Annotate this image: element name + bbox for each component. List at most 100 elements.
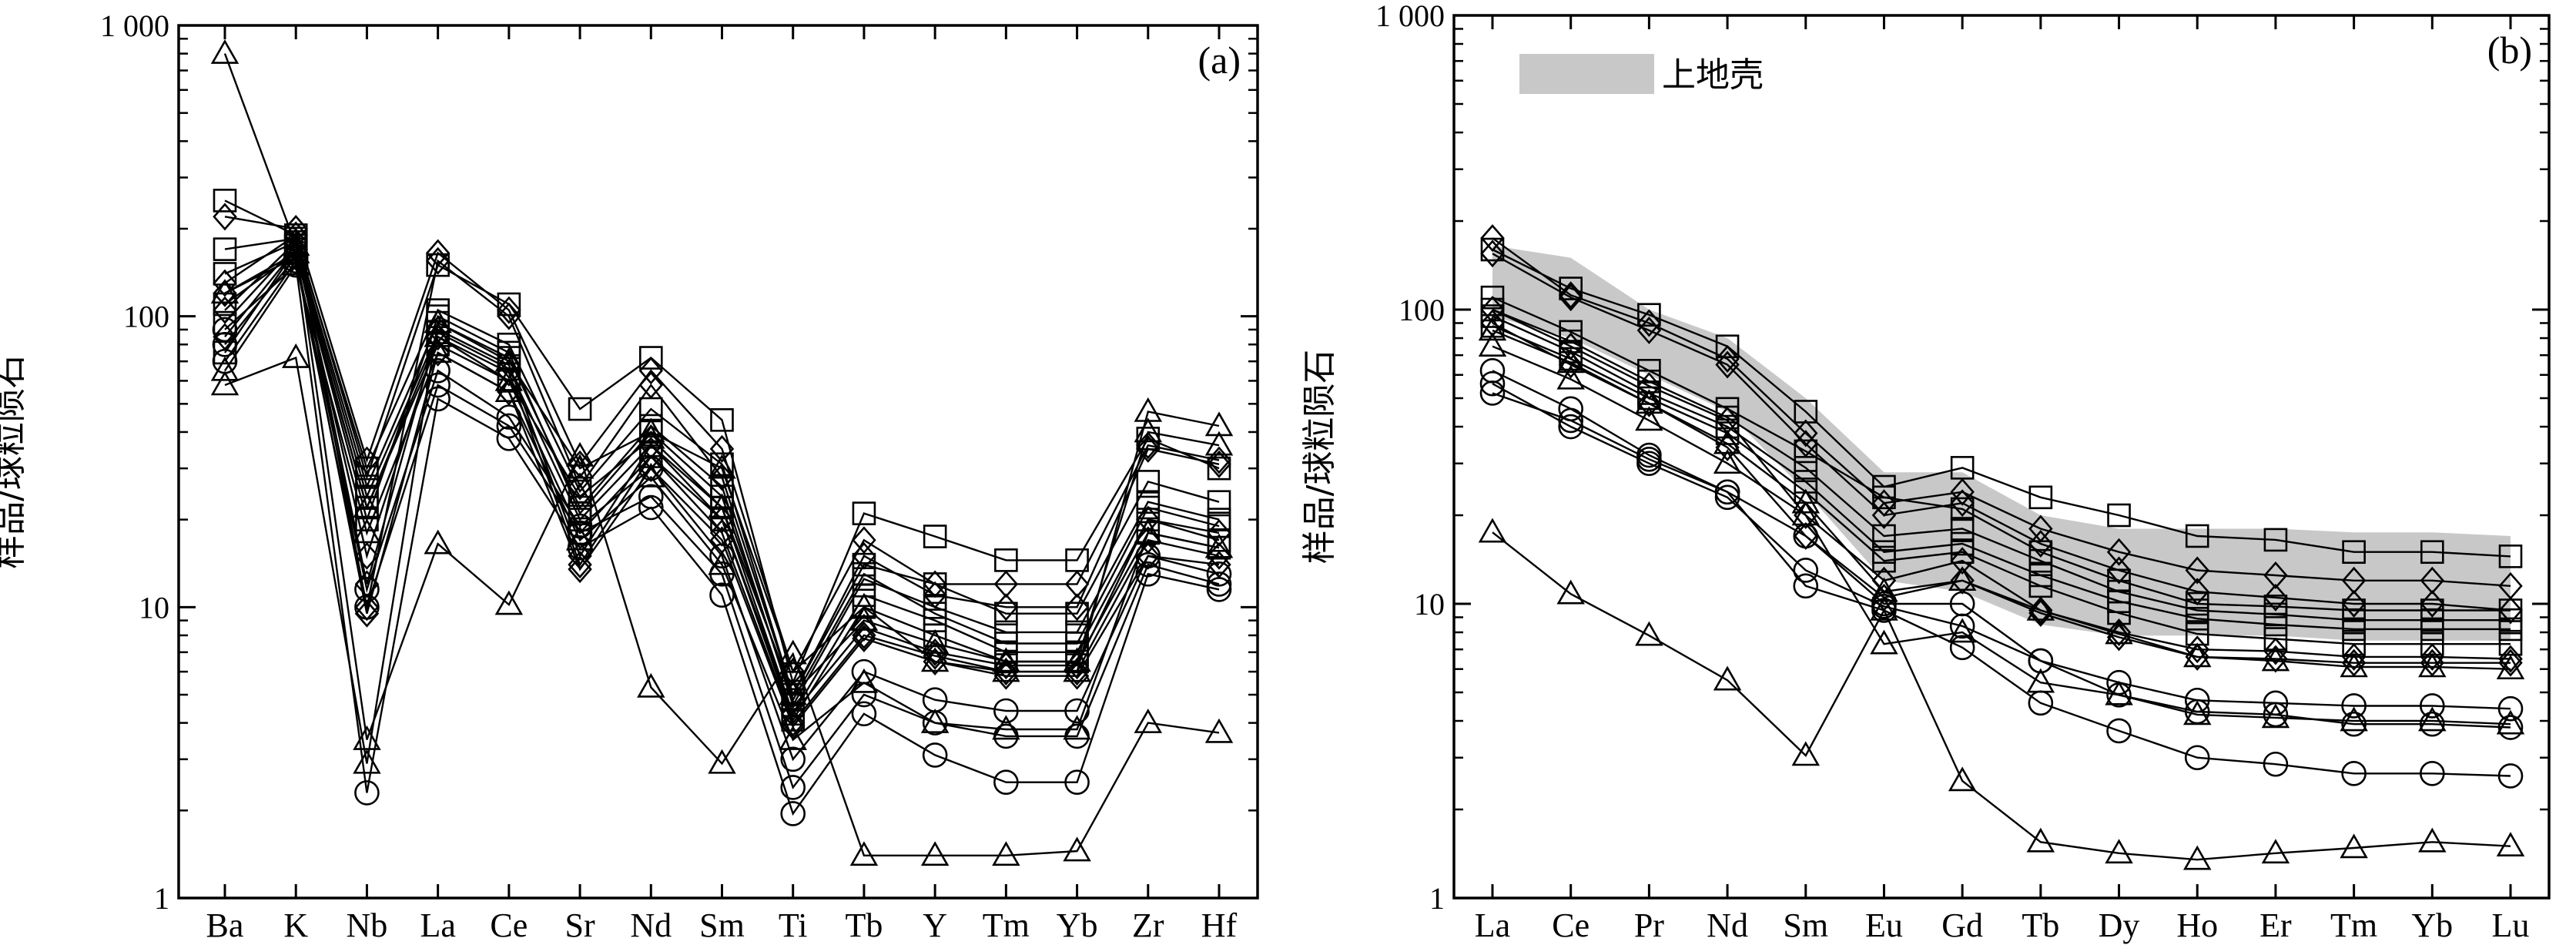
series-line — [1492, 308, 2511, 660]
data-point-square — [1559, 276, 1583, 300]
data-point-diamond — [780, 658, 806, 686]
x-tick-label: Ti — [779, 906, 808, 944]
data-point-triangle — [1948, 566, 1977, 591]
data-point-square — [1872, 548, 1896, 573]
x-tick-label: Ho — [2176, 906, 2218, 944]
data-point-diamond — [2498, 648, 2523, 677]
data-point-diamond — [1207, 446, 1231, 474]
y-tick-label: 1 — [154, 881, 169, 916]
data-point-square — [568, 501, 592, 525]
data-point-circle — [922, 710, 948, 736]
data-point-circle — [638, 494, 664, 521]
data-point-circle — [780, 746, 806, 772]
data-point-circle — [1949, 635, 1975, 661]
data-point-square — [213, 262, 237, 286]
data-point-circle — [922, 742, 948, 768]
data-point-square — [710, 408, 734, 432]
data-point-circle — [1135, 561, 1161, 587]
data-point-triangle — [992, 715, 1020, 740]
data-point-triangle — [1063, 836, 1091, 862]
y-tick-label: 1 000 — [100, 8, 169, 43]
data-point-square — [497, 292, 521, 317]
series-line — [224, 263, 1220, 816]
data-point-triangle — [992, 841, 1020, 866]
x-tick-label: Ba — [206, 906, 244, 944]
data-point-triangle — [1478, 332, 1507, 357]
data-point-square — [2263, 528, 2288, 552]
data-point-diamond — [2498, 596, 2523, 625]
data-point-triangle — [1713, 449, 1742, 474]
data-point-diamond — [1064, 652, 1090, 680]
data-point-diamond — [2498, 645, 2523, 673]
data-point-diamond — [1136, 434, 1161, 463]
data-point-circle — [2341, 693, 2367, 719]
series-circle-16 — [212, 244, 1232, 772]
data-point-diamond — [425, 246, 451, 275]
data-point-diamond — [2420, 590, 2445, 618]
series-line — [224, 216, 1220, 675]
series-line — [1492, 308, 2511, 622]
data-point-triangle — [1063, 715, 1091, 740]
data-point-diamond — [923, 570, 947, 598]
data-point-triangle — [2418, 706, 2447, 732]
data-point-diamond — [1480, 224, 1505, 253]
series-circle-18 — [212, 252, 1232, 826]
series-triangle-1 — [1478, 518, 2525, 870]
data-point-square — [1794, 439, 1818, 464]
series-line — [223, 53, 1220, 857]
data-point-square — [2028, 485, 2053, 510]
data-point-diamond — [780, 712, 806, 740]
data-point-circle — [2497, 695, 2524, 722]
data-point-diamond — [1207, 541, 1231, 570]
data-point-triangle — [2340, 833, 2368, 859]
data-point-diamond — [568, 450, 592, 478]
x-tick-label: Lu — [2492, 906, 2530, 944]
data-point-triangle — [779, 725, 807, 750]
data-point-circle — [2184, 745, 2210, 771]
data-point-diamond — [2106, 618, 2132, 646]
x-tick-label: K — [283, 906, 308, 944]
data-point-diamond — [2263, 583, 2288, 612]
data-point-triangle — [210, 370, 240, 396]
x-tick-label: Tm — [983, 906, 1030, 944]
x-tick-label: Pr — [1634, 906, 1664, 944]
data-point-diamond — [993, 570, 1019, 598]
plot-frame — [177, 24, 1259, 900]
data-point-square — [2342, 540, 2366, 565]
data-point-diamond — [1950, 547, 1975, 575]
data-point-square — [2420, 617, 2444, 642]
data-point-square — [638, 346, 663, 370]
data-point-diamond — [993, 593, 1019, 622]
data-point-triangle — [210, 279, 240, 304]
data-point-diamond — [497, 377, 521, 406]
x-tick-label: Y — [923, 906, 947, 944]
x-tick-label: La — [1475, 906, 1510, 944]
data-point-circle — [1793, 558, 1819, 583]
data-point-triangle — [1948, 766, 1977, 792]
data-point-square — [923, 524, 947, 548]
data-point-triangle — [494, 590, 524, 615]
data-point-diamond — [1636, 389, 1662, 417]
data-point-square — [2185, 524, 2209, 548]
data-point-square — [1715, 334, 1740, 359]
data-point-square — [2263, 627, 2288, 651]
data-point-diamond — [1636, 372, 1662, 400]
upper-crust-band — [1492, 245, 2511, 641]
data-point-triangle — [1713, 665, 1742, 691]
series-line — [1492, 322, 2511, 664]
data-point-square — [2498, 545, 2523, 568]
data-point-circle — [2106, 718, 2132, 744]
data-point-circle — [851, 701, 877, 727]
data-point-triangle — [281, 343, 310, 368]
data-point-square — [213, 237, 237, 261]
data-point-circle — [993, 723, 1019, 749]
data-point-square — [2107, 589, 2131, 614]
data-point-circle — [851, 682, 877, 708]
data-point-circle — [1135, 543, 1161, 569]
series-line — [224, 254, 1220, 762]
data-point-triangle — [849, 841, 879, 866]
data-point-triangle — [1948, 618, 1977, 643]
data-point-triangle — [1791, 488, 1821, 514]
data-point-diamond — [1480, 309, 1505, 337]
x-tick-label: Sm — [1783, 906, 1828, 944]
